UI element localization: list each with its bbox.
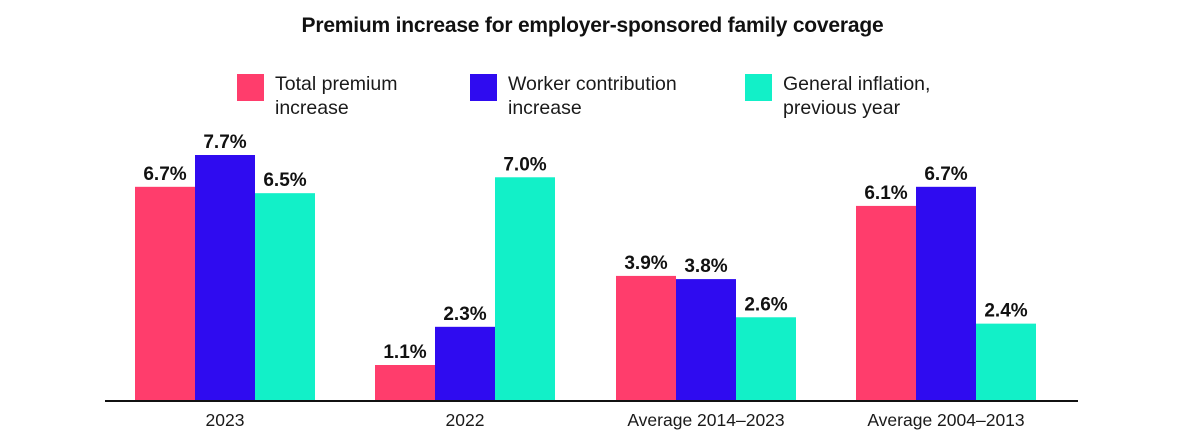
legend-swatch-total-premium bbox=[237, 74, 264, 101]
legend-swatch-worker-contribution bbox=[470, 74, 497, 101]
data-label-total-premium-2022: 1.1% bbox=[383, 342, 426, 363]
data-label-total-premium-avg-2004-2013: 6.1% bbox=[864, 183, 907, 204]
data-label-general-inflation-2022: 7.0% bbox=[503, 154, 546, 175]
data-label-general-inflation-avg-2004-2013: 2.4% bbox=[984, 301, 1027, 322]
data-label-worker-contribution-avg-2014-2023: 3.8% bbox=[684, 256, 727, 277]
data-label-worker-contribution-2022: 2.3% bbox=[443, 304, 486, 325]
bar-total-premium-avg-2014-2023 bbox=[616, 275, 676, 400]
legend-label-general-inflation: General inflation, previous year bbox=[783, 73, 931, 119]
legend-label-worker-contribution: Worker contribution increase bbox=[508, 73, 677, 119]
category-label-avg-2014-2023: Average 2014–2023 bbox=[627, 410, 784, 430]
bar-worker-contribution-2022 bbox=[435, 326, 495, 400]
bar-worker-contribution-2023 bbox=[195, 155, 255, 400]
bar-general-inflation-avg-2004-2013 bbox=[976, 323, 1036, 400]
bar-general-inflation-avg-2014-2023 bbox=[736, 317, 796, 400]
legend-item-total-premium: Total premium increase bbox=[237, 72, 397, 120]
category-label-avg-2004-2013: Average 2004–2013 bbox=[867, 410, 1024, 430]
data-label-worker-contribution-avg-2004-2013: 6.7% bbox=[924, 164, 967, 185]
data-label-total-premium-2023: 6.7% bbox=[143, 164, 186, 185]
legend-item-general-inflation: General inflation, previous year bbox=[745, 72, 930, 120]
data-label-general-inflation-2023: 6.5% bbox=[263, 170, 306, 191]
bar-general-inflation-2023 bbox=[255, 193, 315, 400]
bar-total-premium-avg-2004-2013 bbox=[856, 205, 916, 400]
bar-worker-contribution-avg-2004-2013 bbox=[916, 186, 976, 400]
data-label-worker-contribution-2023: 7.7% bbox=[203, 132, 246, 153]
legend-swatch-general-inflation bbox=[745, 74, 772, 101]
data-label-general-inflation-avg-2014-2023: 2.6% bbox=[744, 294, 787, 315]
category-label-2022: 2022 bbox=[446, 410, 485, 430]
legend-label-total-premium: Total premium increase bbox=[275, 73, 398, 119]
category-label-2023: 2023 bbox=[206, 410, 245, 430]
data-label-total-premium-avg-2014-2023: 3.9% bbox=[624, 253, 667, 274]
bar-total-premium-2022 bbox=[375, 365, 435, 400]
bar-total-premium-2023 bbox=[135, 186, 195, 400]
bar-general-inflation-2022 bbox=[495, 177, 555, 400]
legend-item-worker-contribution: Worker contribution increase bbox=[470, 72, 677, 120]
chart-title: Premium increase for employer-sponsored … bbox=[301, 14, 884, 37]
bar-worker-contribution-avg-2014-2023 bbox=[676, 279, 736, 400]
